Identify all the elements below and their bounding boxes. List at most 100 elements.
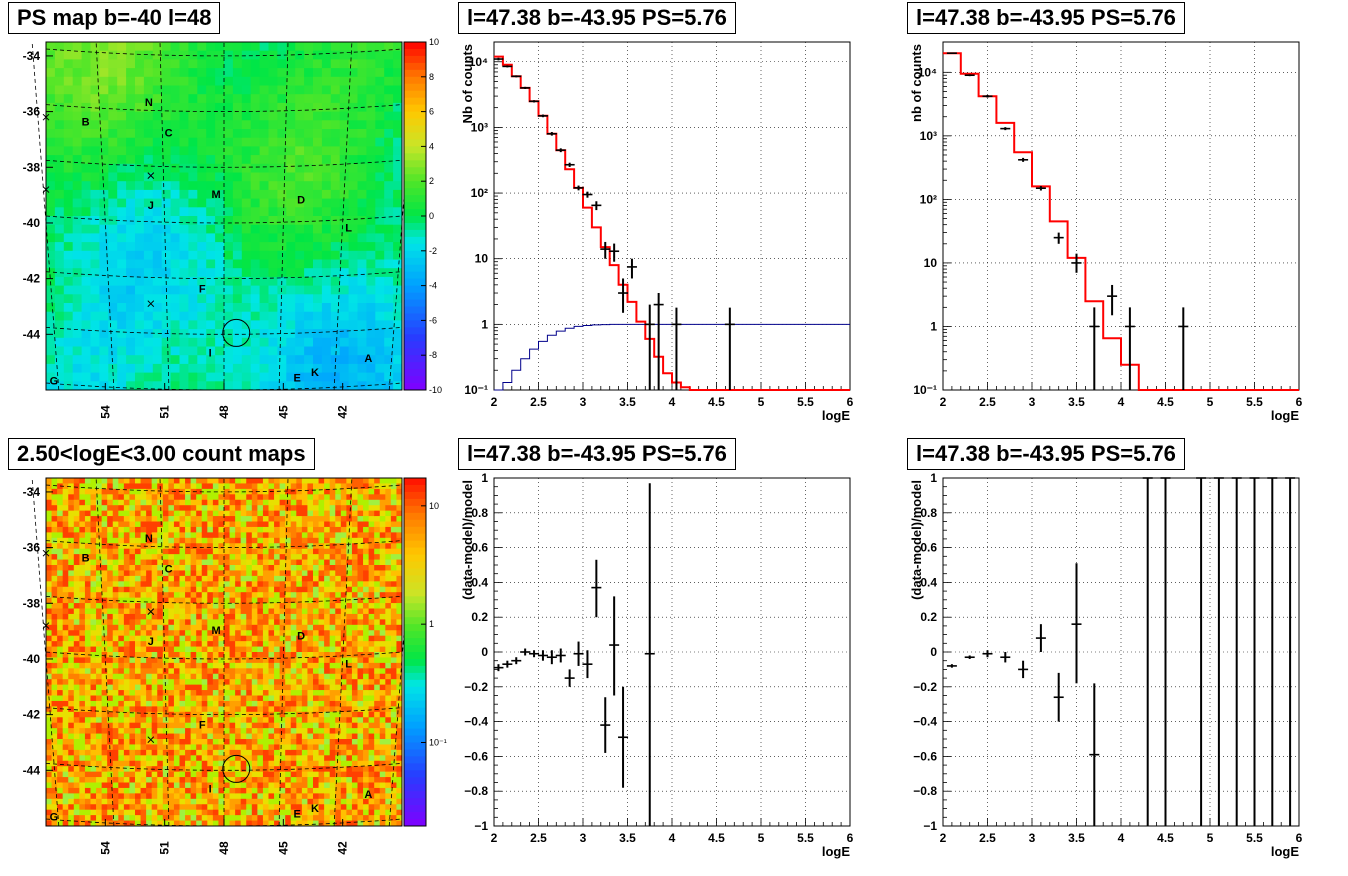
heatmap-cell — [174, 663, 180, 669]
heatmap-cell — [91, 788, 97, 794]
heatmap-cell — [188, 181, 197, 190]
heatmap-cell — [331, 199, 340, 208]
heatmap-cell — [269, 712, 275, 718]
heatmap-cell — [230, 728, 236, 734]
heatmap-cell — [224, 77, 233, 86]
heatmap-cell — [291, 609, 297, 615]
heatmap-cell — [96, 565, 102, 571]
heatmap-cell — [349, 59, 358, 68]
heatmap-cell — [52, 614, 58, 620]
heatmap-cell — [277, 68, 286, 77]
heatmap-cell — [246, 744, 252, 750]
heatmap-cell — [46, 570, 52, 576]
heatmap-cell — [218, 810, 224, 816]
heatmap-cell — [124, 750, 130, 756]
heatmap-cell — [241, 739, 247, 745]
heatmap-cell — [52, 609, 58, 615]
heatmap-cell — [52, 706, 58, 712]
heatmap-cell — [68, 755, 74, 761]
heatmap-cell — [295, 347, 304, 356]
heatmap-cell — [68, 734, 74, 740]
heatmap-cell — [252, 810, 258, 816]
heatmap-cell — [180, 251, 189, 260]
heatmap-cell — [85, 739, 91, 745]
heatmap-cell — [286, 225, 295, 234]
heatmap-cell — [135, 744, 141, 750]
heatmap-cell — [153, 164, 162, 173]
heatmap-cell — [146, 810, 152, 816]
heatmap-cell — [91, 233, 100, 242]
heatmap-cell — [263, 739, 269, 745]
heatmap-cell — [291, 614, 297, 620]
heatmap-cell — [180, 717, 186, 723]
heatmap-cell — [188, 216, 197, 225]
heatmap-cell — [57, 755, 63, 761]
heatmap-cell — [73, 312, 82, 321]
heatmap-cell — [174, 603, 180, 609]
heatmap-cell — [117, 77, 126, 86]
heatmap-cell — [252, 690, 258, 696]
heatmap-cell — [152, 712, 158, 718]
heatmap-cell — [246, 625, 252, 631]
heatmap-cell — [73, 146, 82, 155]
heatmap-cell — [274, 750, 280, 756]
heatmap-cell — [96, 734, 102, 740]
colorbar-swatch — [404, 334, 426, 341]
heatmap-cell — [274, 663, 280, 669]
colorbar-swatch — [404, 77, 426, 84]
heatmap-cell — [291, 652, 297, 658]
heatmap-cell — [188, 138, 197, 147]
heatmap-cell — [168, 532, 174, 538]
heatmap-cell — [358, 225, 367, 234]
heatmap-cell — [291, 772, 297, 778]
heatmap-cell — [251, 94, 260, 103]
heatmap-cell — [358, 216, 367, 225]
heatmap-cell — [197, 294, 206, 303]
heatmap-cell — [124, 761, 130, 767]
heatmap-cell — [202, 793, 208, 799]
heatmap-cell — [126, 286, 135, 295]
heatmap-cell — [224, 755, 230, 761]
heatmap-cell — [322, 260, 331, 269]
heatmap-cell — [82, 294, 91, 303]
heatmap-cell — [313, 233, 322, 242]
heatmap-cell — [191, 723, 197, 729]
heatmap-cell — [107, 772, 113, 778]
heatmap-cell — [85, 587, 91, 593]
heatmap-cell — [135, 641, 141, 647]
heatmap-cell — [126, 86, 135, 95]
heatmap-cell — [366, 59, 375, 68]
heatmap-cell — [126, 242, 135, 251]
heatmap-cell — [153, 364, 162, 373]
heatmap-cell — [108, 173, 117, 182]
heatmap-cell — [107, 532, 113, 538]
heatmap-cell — [207, 516, 213, 522]
heatmap-cell — [340, 86, 349, 95]
heatmap-cell — [108, 164, 117, 173]
heatmap-cell — [135, 570, 141, 576]
heatmap-cell — [135, 68, 144, 77]
colorbar-swatch — [404, 63, 426, 70]
heatmap-cell — [107, 489, 113, 495]
heatmap-cell — [79, 734, 85, 740]
heatmap-cell — [313, 788, 319, 794]
heatmap-cell — [174, 500, 180, 506]
heatmap-cell — [269, 216, 278, 225]
heatmap-cell — [202, 581, 208, 587]
heatmap-cell — [63, 712, 69, 718]
heatmap-cell — [224, 494, 230, 500]
heatmap-cell — [307, 630, 313, 636]
heatmap-cell — [135, 86, 144, 95]
heatmap-cell — [135, 696, 141, 702]
heatmap-cell — [202, 734, 208, 740]
heatmap-cell — [263, 505, 269, 511]
heatmap-cell — [144, 329, 153, 338]
heatmap-cell — [322, 86, 331, 95]
heatmap-cell — [230, 804, 236, 810]
heatmap-cell — [171, 294, 180, 303]
heatmap-cell — [91, 576, 97, 582]
heatmap-cell — [224, 783, 230, 789]
heatmap-cell — [224, 129, 233, 138]
source-label-B: B — [82, 117, 90, 129]
heatmap-cell — [241, 527, 247, 533]
